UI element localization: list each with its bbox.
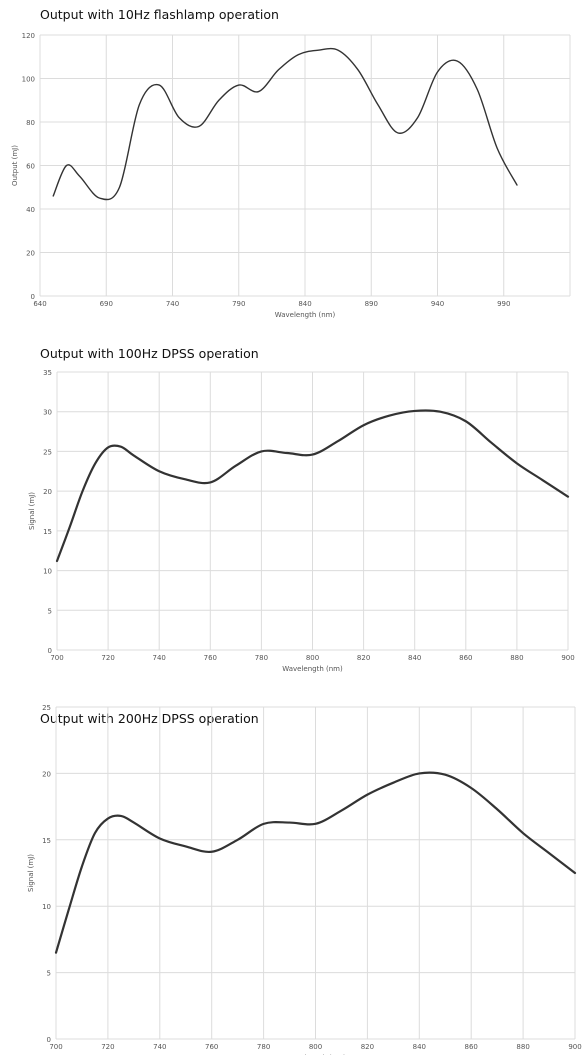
y-axis-label: Signal (mJ)	[27, 854, 35, 892]
x-tick-label: 820	[357, 654, 370, 662]
x-axis-label: Wavelength (nm)	[275, 311, 336, 319]
x-tick-label: 760	[205, 1043, 218, 1051]
x-tick-label: 820	[361, 1043, 374, 1051]
x-tick-label: 760	[204, 654, 217, 662]
y-tick-label: 20	[43, 488, 52, 496]
y-tick-label: 10	[42, 903, 51, 911]
x-tick-label: 800	[306, 654, 319, 662]
y-tick-label: 20	[42, 770, 51, 778]
chart-panel-flashlamp: Output with 10Hz flashlamp operation 640…	[0, 0, 587, 319]
x-tick-label: 700	[49, 1043, 62, 1051]
x-axis-label: Wavelength (nm)	[282, 665, 343, 673]
chart-panel-100hz-dpss: Output with 100Hz DPSS operation 700 720 7…	[0, 340, 587, 680]
x-tick-label: 640	[33, 300, 46, 308]
y-axis-label: Signal (mJ)	[28, 492, 36, 530]
chart-200hz-dpss: 700 720 740 760 780 800 820 840 860 880 900 0 5 10 15 2…	[27, 704, 582, 1055]
x-tick-label: 800	[309, 1043, 322, 1051]
x-tick-label: 740	[153, 1043, 166, 1051]
x-tick-label: 740	[153, 654, 166, 662]
y-tick-label: 60	[26, 163, 35, 171]
y-tick-label: 30	[43, 409, 52, 417]
y-tick-label: 5	[48, 607, 52, 615]
y-tick-label: 25	[43, 448, 52, 456]
y-tick-label: 0	[31, 293, 35, 301]
y-tick-label: 15	[42, 837, 51, 845]
y-tick-label: 15	[43, 528, 52, 536]
chart-100hz-dpss: 700 720 740 760 780 800 820 840 860 880 900 0 5 10 15 2…	[28, 369, 575, 673]
x-tick-label: 840	[413, 1043, 426, 1051]
series-line	[55, 409, 570, 563]
y-tick-label: 5	[47, 970, 51, 978]
series-line	[54, 771, 577, 954]
y-tick-label: 0	[47, 1036, 51, 1044]
y-tick-label: 80	[26, 119, 35, 127]
x-tick-label: 900	[568, 1043, 581, 1051]
series-line	[52, 47, 518, 201]
y-tick-label: 25	[42, 704, 51, 712]
chart-title: Output with 10Hz flashlamp operation	[40, 7, 279, 22]
x-tick-label: 740	[166, 300, 179, 308]
x-tick-label: 840	[408, 654, 421, 662]
x-tick-label: 900	[561, 654, 574, 662]
x-tick-label: 700	[50, 654, 63, 662]
x-tick-label: 840	[298, 300, 311, 308]
y-tick-label: 20	[26, 250, 35, 258]
x-tick-label: 720	[101, 1043, 114, 1051]
y-tick-label: 40	[26, 206, 35, 214]
x-tick-label: 780	[255, 654, 268, 662]
x-tick-label: 990	[497, 300, 510, 308]
x-tick-label: 940	[431, 300, 444, 308]
x-tick-label: 880	[510, 654, 523, 662]
y-tick-label: 100	[22, 76, 35, 84]
x-tick-label: 860	[465, 1043, 478, 1051]
x-tick-label: 880	[516, 1043, 529, 1051]
chart-title: Output with 200Hz DPSS operation	[40, 711, 259, 726]
x-tick-label: 780	[257, 1043, 270, 1051]
y-tick-label: 35	[43, 369, 52, 377]
y-tick-label: 10	[43, 568, 52, 576]
y-tick-label: 120	[22, 32, 35, 40]
y-tick-label: 0	[48, 647, 52, 655]
chart-flashlamp: 640 690 740 790 840 890 940 990 0 20 40 60 80 100 120 W…	[11, 32, 571, 319]
chart-panel-200hz-dpss: Output with 200Hz DPSS operation 700 720 7…	[0, 704, 587, 1055]
chart-title: Output with 100Hz DPSS operation	[40, 346, 259, 361]
x-tick-label: 690	[100, 300, 113, 308]
x-tick-label: 890	[365, 300, 378, 308]
x-tick-label: 860	[459, 654, 472, 662]
x-tick-label: 720	[101, 654, 114, 662]
x-tick-label: 790	[232, 300, 245, 308]
y-axis-label: Output (mJ)	[11, 145, 19, 186]
